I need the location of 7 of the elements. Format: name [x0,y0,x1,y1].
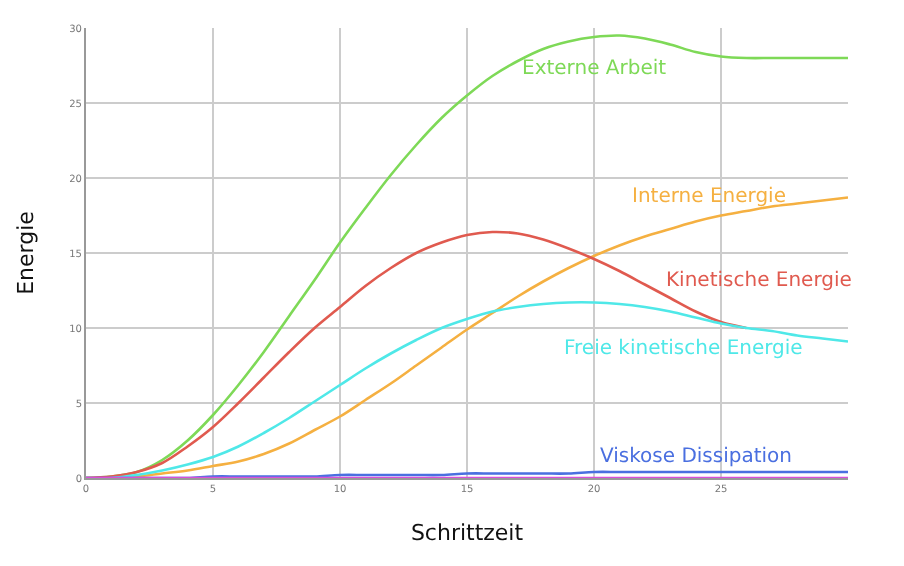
y-axis-title: Energie [12,210,39,295]
series-label: Freie kinetische Energie [564,338,803,360]
series-label: Viskose Dissipation [600,446,793,468]
series-label: Externe Arbeit [522,58,667,80]
series-label: Interne Energie [632,186,786,208]
series-label: Kinetische Energie [666,270,852,292]
x-axis-title: Schrittzeit [410,520,525,547]
